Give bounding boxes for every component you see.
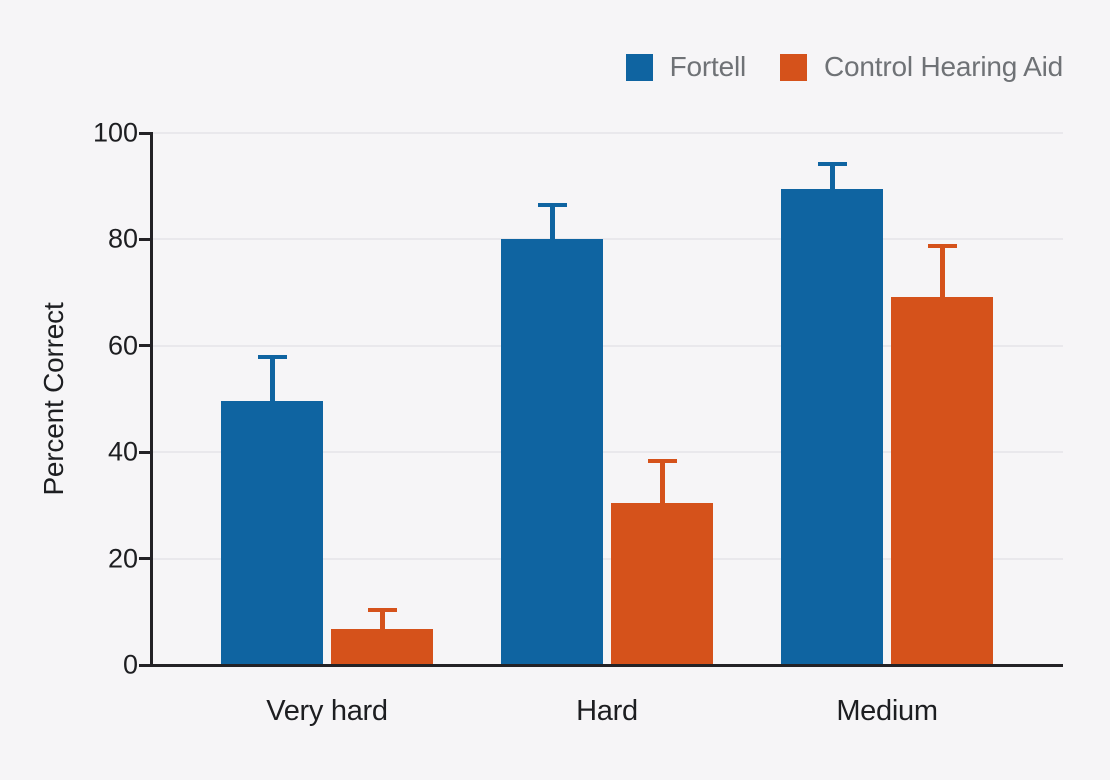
legend-swatch-fortell: [625, 53, 653, 81]
x-label-hard: Hard: [576, 695, 638, 727]
error-bar-cap-control-hearing-aid-medium: [927, 243, 957, 248]
x-axis-line: [150, 664, 1063, 667]
error-bar-stem-control-hearing-aid-very-hard: [379, 610, 385, 632]
bar-control-hearing-aid-very-hard: [331, 629, 433, 665]
gridline-40: [153, 451, 1063, 454]
error-bar-stem-fortell-medium: [829, 164, 835, 191]
bar-control-hearing-aid-medium: [891, 296, 993, 665]
error-bar-cap-fortell-very-hard: [257, 354, 287, 359]
error-bar-stem-fortell-very-hard: [269, 357, 275, 403]
error-bar-stem-fortell-hard: [549, 205, 555, 242]
bar-control-hearing-aid-hard: [611, 502, 713, 665]
legend-label-control-hearing-aid: Control Hearing Aid: [824, 51, 1063, 82]
legend-item-control-hearing-aid: Control Hearing Aid: [780, 51, 1063, 83]
error-bar-cap-fortell-medium: [817, 161, 847, 166]
y-tick-80: [139, 237, 153, 241]
bar-fortell-very-hard: [221, 400, 323, 665]
gridline-20: [153, 557, 1063, 560]
bar-fortell-medium: [781, 188, 883, 665]
legend-item-fortell: Fortell: [625, 51, 747, 83]
y-tick-label-20: 20: [107, 543, 138, 574]
error-bar-cap-control-hearing-aid-very-hard: [367, 607, 397, 612]
y-tick-label-100: 100: [92, 117, 138, 148]
y-tick-0: [139, 663, 153, 667]
x-label-medium: Medium: [836, 695, 938, 727]
y-axis-line: [150, 133, 153, 667]
y-tick-label-0: 0: [122, 649, 138, 680]
y-tick-40: [139, 450, 153, 454]
error-bar-stem-control-hearing-aid-hard: [659, 461, 665, 505]
legend: Fortell Control Hearing Aid: [625, 51, 1063, 83]
legend-swatch-control-hearing-aid: [780, 53, 807, 81]
y-tick-label-60: 60: [107, 330, 138, 361]
legend-label-fortell: Fortell: [669, 51, 747, 82]
error-bar-cap-control-hearing-aid-hard: [647, 458, 677, 463]
y-tick-label-80: 80: [107, 223, 138, 254]
gridline-60: [153, 344, 1063, 347]
error-bar-stem-control-hearing-aid-medium: [939, 246, 945, 299]
y-tick-100: [139, 131, 153, 135]
gridline-80: [153, 238, 1063, 241]
x-label-very-hard: Very hard: [266, 695, 388, 727]
bar-fortell-hard: [501, 239, 603, 665]
y-tick-60: [139, 344, 153, 348]
y-tick-label-40: 40: [107, 436, 138, 467]
gridline-100: [153, 132, 1063, 134]
error-bar-cap-fortell-hard: [537, 202, 567, 207]
y-tick-20: [139, 557, 153, 561]
